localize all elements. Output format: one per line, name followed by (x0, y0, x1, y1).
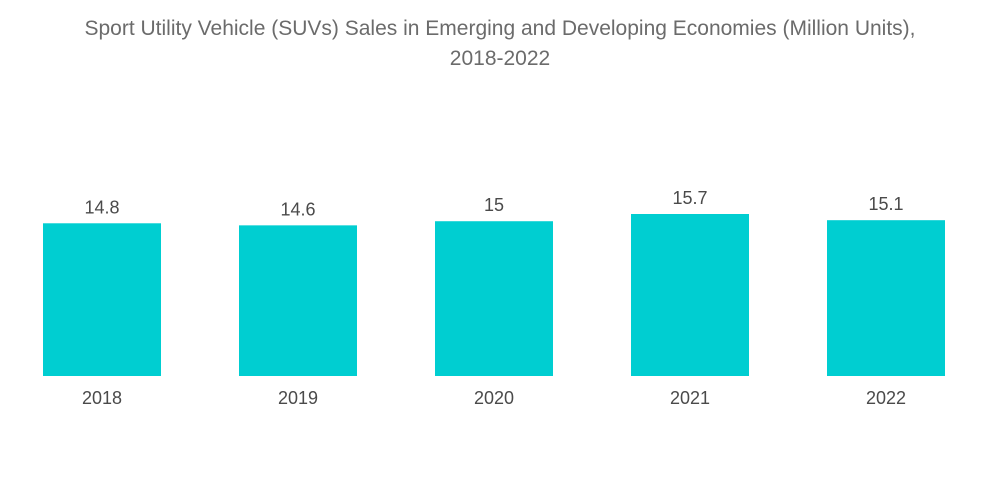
value-label-2020: 15 (484, 195, 504, 215)
value-label-2022: 15.1 (868, 194, 903, 214)
category-label-2021: 2021 (670, 388, 710, 408)
value-label-2021: 15.7 (672, 188, 707, 208)
category-label-2019: 2019 (278, 388, 318, 408)
chart-title: Sport Utility Vehicle (SUVs) Sales in Em… (0, 14, 1000, 74)
bar-2021 (631, 214, 749, 376)
bar-2018 (43, 223, 161, 376)
category-label-2020: 2020 (474, 388, 514, 408)
category-label-2022: 2022 (866, 388, 906, 408)
category-label-2018: 2018 (82, 388, 122, 408)
value-label-2019: 14.6 (280, 199, 315, 219)
bar-2022 (827, 220, 945, 376)
value-label-2018: 14.8 (84, 197, 119, 217)
chart-title-line2: 2018-2022 (449, 47, 551, 70)
chart-title-line1: Sport Utility Vehicle (SUVs) Sales in Em… (84, 17, 916, 40)
bar-2019 (239, 225, 357, 376)
bar-2020 (435, 221, 553, 376)
